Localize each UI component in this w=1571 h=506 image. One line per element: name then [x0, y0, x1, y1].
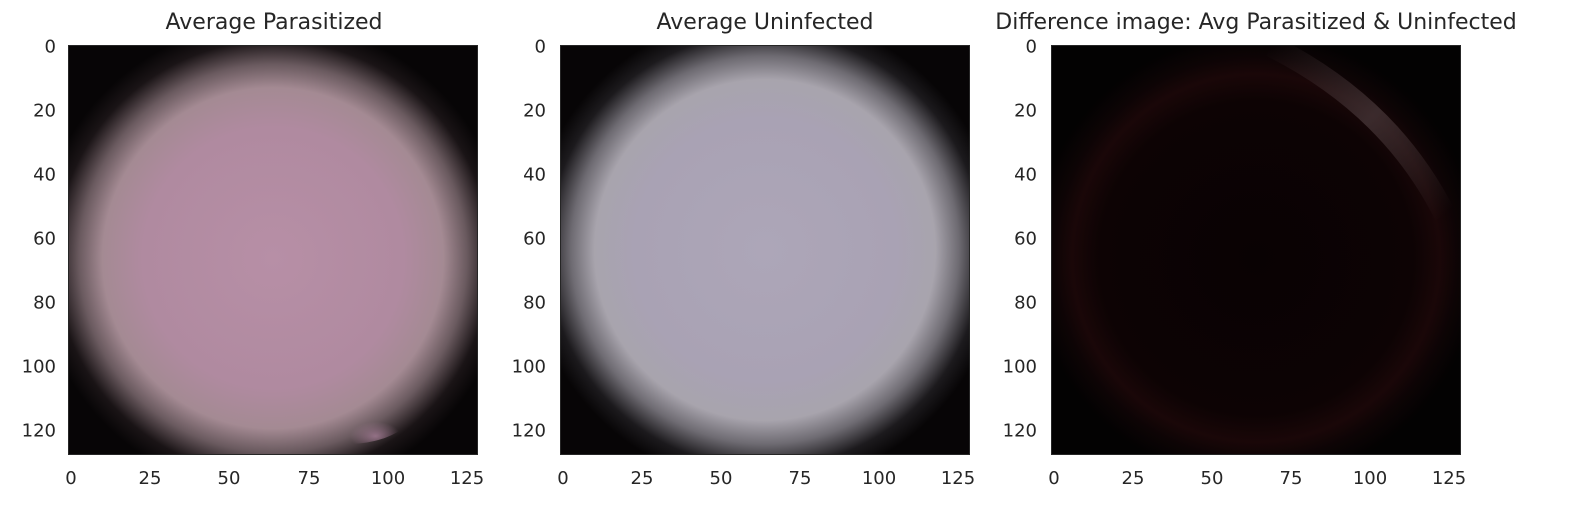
x-tick-label: 0: [1048, 468, 1060, 489]
y-tick-label: 100: [511, 356, 546, 378]
y-tick-label: 100: [1002, 356, 1037, 378]
y-tick-label: 120: [1002, 420, 1037, 442]
chart-title: Average Parasitized: [165, 10, 383, 35]
x-tick-label: 100: [1352, 468, 1388, 489]
chart-title: Average Uninfected: [656, 10, 874, 35]
y-tick-label: 80: [1014, 292, 1037, 314]
y-tick-label: 40: [33, 164, 56, 186]
x-tick-label: 25: [630, 468, 654, 489]
cell-average-fill: [69, 46, 477, 454]
image-frame: [560, 45, 970, 455]
image-frame: [1051, 45, 1461, 455]
difference-fill: [1052, 46, 1460, 454]
x-tick-label: 0: [65, 468, 77, 489]
cell-shading: [277, 364, 418, 445]
x-tick-label: 125: [1431, 468, 1467, 489]
y-tick-label: 20: [523, 100, 546, 122]
x-tick-label: 75: [788, 468, 812, 489]
uninfected-image: [561, 46, 969, 454]
difference-image: [1052, 46, 1460, 454]
x-tick-label: 100: [370, 468, 406, 489]
difference-rim-highlight: [1266, 46, 1455, 221]
y-tick-label: 20: [1014, 100, 1037, 122]
x-tick-label: 25: [138, 468, 162, 489]
y-tick-label: 120: [21, 420, 56, 442]
y-tick-label: 80: [33, 292, 56, 314]
x-tick-label: 25: [1121, 468, 1145, 489]
y-tick-label: 60: [33, 228, 56, 250]
y-tick-label: 60: [1014, 228, 1037, 250]
y-tick-label: 120: [511, 420, 546, 442]
y-tick-label: 20: [33, 100, 56, 122]
x-tick-label: 0: [557, 468, 569, 489]
x-tick-label: 50: [709, 468, 733, 489]
y-tick-label: 100: [21, 356, 56, 378]
y-tick-label: 60: [523, 228, 546, 250]
y-tick-label: 40: [523, 164, 546, 186]
y-tick-label: 80: [523, 292, 546, 314]
x-tick-label: 50: [1200, 468, 1224, 489]
y-tick-label: 0: [44, 36, 56, 58]
parasitized-image: [69, 46, 477, 454]
chart-title: Difference image: Avg Parasitized & Unin…: [995, 10, 1517, 35]
x-tick-label: 75: [1279, 468, 1303, 489]
y-tick-label: 0: [1025, 36, 1037, 58]
x-tick-label: 75: [297, 468, 321, 489]
x-tick-label: 50: [217, 468, 241, 489]
x-tick-label: 100: [861, 468, 897, 489]
y-tick-label: 40: [1014, 164, 1037, 186]
x-tick-label: 125: [449, 468, 485, 489]
x-tick-label: 125: [940, 468, 976, 489]
cell-average-fill: [561, 46, 969, 454]
y-tick-label: 0: [534, 36, 546, 58]
image-frame: [68, 45, 478, 455]
